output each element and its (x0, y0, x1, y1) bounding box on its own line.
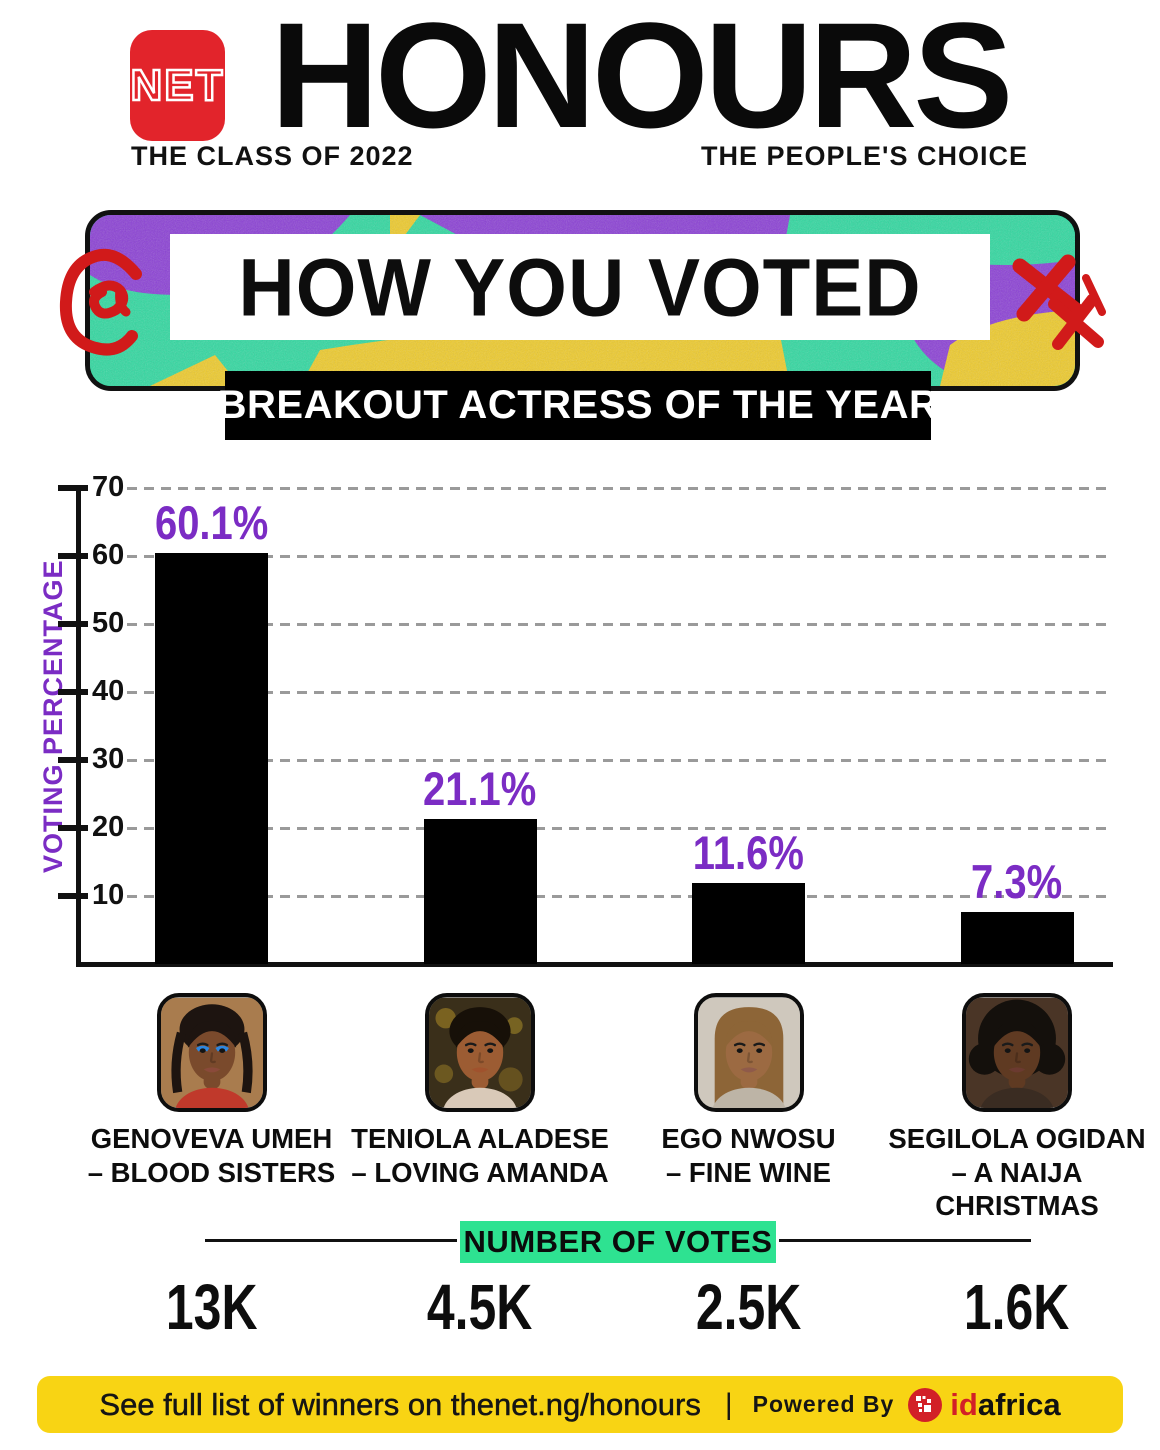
nominee-name-text: TENIOLA ALADESE (351, 1123, 609, 1154)
nominee-film-text: – BLOOD SISTERS (87, 1156, 336, 1188)
bar-value-label-3: 7.3% (897, 854, 1137, 909)
y-tick-30 (58, 757, 88, 763)
bar-value-text: 60.1% (154, 496, 269, 550)
idafrica-wordmark: idafrica (950, 1387, 1060, 1423)
y-tick-20 (58, 825, 88, 831)
idafrica-logo-icon (908, 1387, 943, 1422)
vote-count-2: 2.5K (639, 1270, 859, 1344)
nominee-film-text: – FINE WINE (665, 1156, 831, 1188)
portrait-illustration (697, 997, 800, 1108)
gridline-70 (127, 486, 1113, 490)
y-tick-40 (58, 689, 88, 695)
nominee-photo-0 (156, 993, 267, 1112)
bar-value-text: 7.3% (971, 855, 1063, 909)
vote-count-text: 4.5K (427, 1271, 533, 1343)
nominee-name-text: GENOVEVA UMEH (90, 1123, 333, 1154)
y-tick-label-60: 60 (92, 539, 125, 571)
number-of-votes-label: NUMBER OF VOTES (463, 1224, 773, 1259)
nominee-photo-1 (425, 993, 535, 1112)
y-tick-label-10: 10 (92, 879, 125, 911)
y-tick-label-70: 70 (92, 471, 125, 503)
bar-value-text: 21.1% (423, 761, 537, 815)
vote-count-text: 1.6K (964, 1271, 1070, 1343)
y-tick-50 (58, 621, 88, 627)
net-logo-text: NET (129, 59, 225, 111)
y-tick-label-50: 50 (92, 607, 125, 639)
net-logo: NET (129, 30, 225, 141)
y-tick-70 (58, 485, 88, 491)
vote-count-3: 1.6K (907, 1270, 1127, 1344)
number-of-votes-header: NUMBER OF VOTES (460, 1221, 776, 1263)
votes-divider-left (205, 1239, 457, 1242)
y-axis-title: VOTING PERCENTAGE (38, 559, 68, 873)
nominee-photo-3 (962, 993, 1072, 1112)
votes-divider-right (779, 1239, 1031, 1242)
bar-value-label-2: 11.6% (629, 825, 869, 880)
bar-1 (423, 818, 537, 964)
idafrica-africa: africa (977, 1386, 1061, 1422)
nominee-name-text: EGO NWOSU (661, 1123, 836, 1154)
bar-value-text: 11.6% (692, 826, 805, 880)
gridline-60 (127, 554, 1113, 558)
gridline-30 (127, 758, 1113, 762)
powered-by-label: Powered By (752, 1391, 895, 1417)
vote-count-0: 13K (102, 1270, 322, 1344)
gridline-40 (127, 690, 1113, 694)
bar-0 (155, 553, 268, 964)
footer-bar: See full list of winners on thenet.ng/ho… (37, 1376, 1123, 1433)
nominee-photo-2 (693, 993, 804, 1112)
page-title: HONOURS (270, 0, 1014, 159)
portrait-illustration (429, 997, 531, 1108)
gridline-50 (127, 622, 1113, 626)
nominee-film-text: – LOVING AMANDA (351, 1156, 609, 1188)
y-axis-line (76, 486, 81, 967)
y-tick-label-30: 30 (92, 743, 125, 775)
footer-message: See full list of winners on thenet.ng/ho… (99, 1386, 701, 1422)
tagline-class-of: THE CLASS OF 2022 (131, 141, 414, 171)
how-you-voted-text: HOW YOU VOTED (238, 240, 922, 333)
nominee-name-0: GENOVEVA UMEH – BLOOD SISTERS (72, 1122, 352, 1189)
gridline-20 (127, 826, 1113, 830)
vote-count-1: 4.5K (370, 1270, 590, 1344)
nominee-name-2: EGO NWOSU – FINE WINE (609, 1122, 889, 1189)
portrait-illustration (160, 997, 263, 1108)
nominee-film-text: – A NAIJA CHRISTMAS (935, 1156, 1099, 1222)
y-tick-label-20: 20 (92, 811, 125, 843)
y-tick-label-40: 40 (92, 675, 125, 707)
portrait-illustration (966, 997, 1068, 1108)
category-title: BREAKOUT ACTRESS OF THE YEAR (217, 383, 939, 427)
x-axis-line (76, 962, 1113, 967)
nominee-name-1: TENIOLA ALADESE – LOVING AMANDA (340, 1122, 620, 1189)
how-you-voted-box: HOW YOU VOTED (170, 234, 990, 340)
nominee-name-text: SEGILOLA OGIDAN (888, 1123, 1146, 1154)
footer-separator: | (724, 1387, 733, 1421)
gridline-10 (127, 894, 1113, 898)
y-tick-10 (58, 893, 88, 899)
tagline-peoples-choice: THE PEOPLE'S CHOICE (701, 141, 1028, 171)
category-bar: BREAKOUT ACTRESS OF THE YEAR (218, 371, 938, 440)
bar-value-label-0: 60.1% (92, 495, 332, 550)
idafrica-id: id (950, 1386, 978, 1422)
bar-value-label-1: 21.1% (360, 761, 600, 816)
vote-count-text: 13K (165, 1271, 258, 1343)
vote-count-text: 2.5K (695, 1271, 802, 1343)
y-tick-60 (58, 553, 88, 559)
bar-3 (960, 912, 1074, 964)
nominee-name-3: SEGILOLA OGIDAN – A NAIJA CHRISTMAS (877, 1122, 1157, 1223)
bar-2 (692, 883, 805, 964)
